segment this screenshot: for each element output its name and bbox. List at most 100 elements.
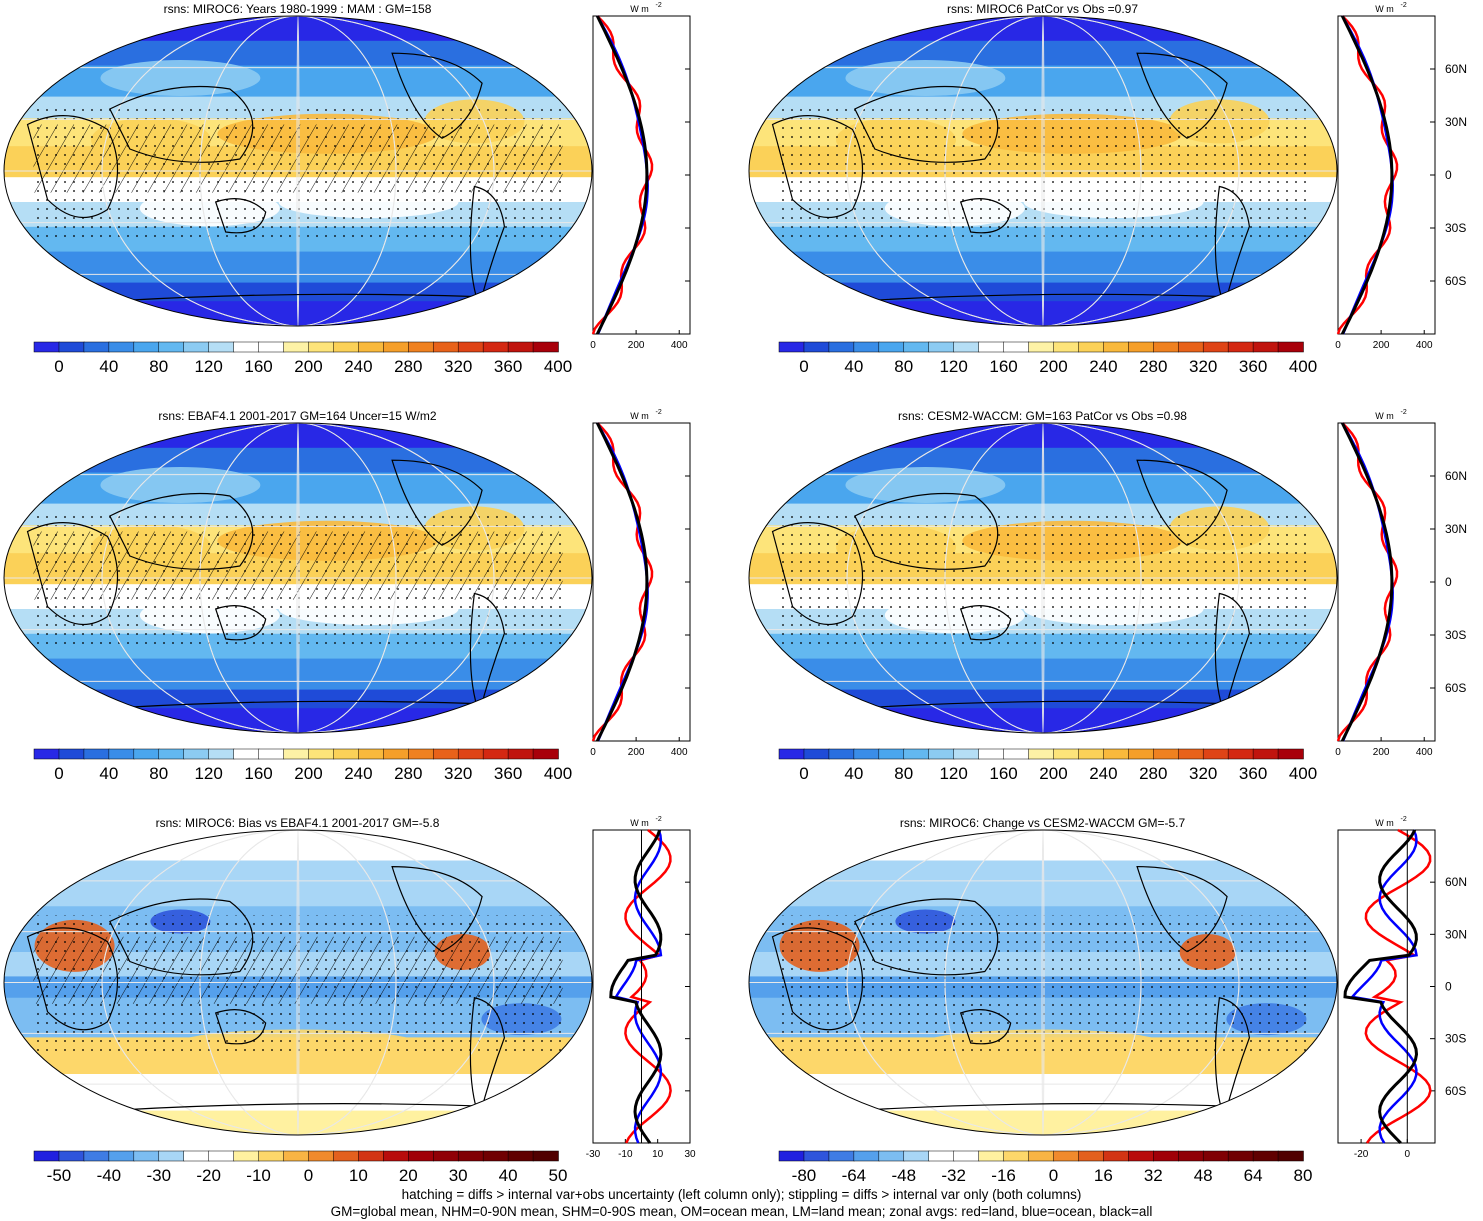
coastlines xyxy=(771,52,1337,309)
colorbar-box xyxy=(1128,748,1155,760)
colorbar-box xyxy=(133,341,160,353)
lat-band xyxy=(4,282,592,303)
coastlines xyxy=(26,52,592,309)
colorbar-box xyxy=(1078,1150,1105,1162)
colorbar-label: 320 xyxy=(444,764,472,783)
lat-label: 0 xyxy=(1445,168,1452,182)
colorbar-label: 320 xyxy=(444,357,472,376)
colorbar-box xyxy=(978,1150,1005,1162)
colorbar-box xyxy=(878,1150,905,1162)
hatching xyxy=(33,936,563,1004)
panel-title: rsns: MIROC6: Change vs CESM2-WACCM GM=-… xyxy=(899,816,1186,830)
colorbar-box xyxy=(233,748,260,760)
colorbar-box xyxy=(457,748,484,760)
colorbar-label: -50 xyxy=(47,1166,72,1184)
colorbar-label: 160 xyxy=(244,764,272,783)
colorbar-box xyxy=(1227,341,1254,353)
x-tick-label: 400 xyxy=(1416,747,1433,758)
coastlines xyxy=(771,459,1337,716)
colorbar-label: 160 xyxy=(244,357,272,376)
panel-6: rsns: MIROC6: Change vs CESM2-WACCM GM=-… xyxy=(745,814,1483,1184)
colorbar-box xyxy=(133,1150,160,1162)
colorbar-box xyxy=(358,1150,385,1162)
colorbar-label: 0 xyxy=(54,764,63,783)
colorbar-box xyxy=(108,341,135,353)
colorbar-box xyxy=(853,1150,880,1162)
colorbar-box xyxy=(1177,341,1204,353)
colorbar-box xyxy=(108,1150,135,1162)
colorbar-label: 240 xyxy=(344,357,372,376)
colorbar-label: 40 xyxy=(844,764,863,783)
map-border xyxy=(3,422,593,734)
lat-band xyxy=(4,1074,592,1112)
colorbar-label: 80 xyxy=(149,357,168,376)
panel-2: rsns: MIROC6 PatCor vs Obs =0.97 0 40 80 12… xyxy=(745,0,1483,385)
colorbar-label: 20 xyxy=(399,1166,418,1184)
colorbar-label: 40 xyxy=(499,1166,518,1184)
colorbar-box xyxy=(1053,748,1080,760)
colorbar-label: 280 xyxy=(1139,764,1167,783)
footer-line-2: GM=global mean, NHM=0-90N mean, SHM=0-90… xyxy=(330,1204,1153,1219)
hatching xyxy=(33,124,563,193)
colorbar-box xyxy=(383,748,410,760)
x-tick-label: 0 xyxy=(1335,747,1341,758)
colorbar-label: 160 xyxy=(989,764,1017,783)
colorbar-label: 80 xyxy=(894,764,913,783)
colorbar-box xyxy=(408,748,434,760)
meridian xyxy=(199,16,397,326)
colorbar-box xyxy=(1003,1150,1030,1162)
colorbar-box xyxy=(432,1150,459,1162)
colorbar-box xyxy=(1202,748,1229,760)
lat-band xyxy=(749,16,1337,42)
colorbar-box xyxy=(358,748,385,760)
colorbar-box xyxy=(1153,748,1179,760)
panel-5-graphics: -50-40-30-20-100102030405060N30N030S60S-… xyxy=(3,816,696,1184)
meridian xyxy=(296,16,300,326)
colorbar-box xyxy=(903,1150,930,1162)
lat-label: 60S xyxy=(1445,1084,1466,1098)
colorbar-box xyxy=(258,341,285,353)
colorbar-box xyxy=(1252,748,1279,760)
coastlines xyxy=(771,865,1337,1120)
colorbar-box xyxy=(878,748,905,760)
panel-4: rsns: CESM2-WACCM: GM=163 PatCor vs Obs … xyxy=(745,407,1483,792)
x-tick-label: 200 xyxy=(1373,340,1390,351)
panel-title: rsns: MIROC6: Bias vs EBAF4.1 2001-2017 … xyxy=(155,816,440,830)
lat-label: 30S xyxy=(1445,221,1466,235)
map-field xyxy=(749,830,1337,1135)
colorbar-box xyxy=(1028,341,1055,353)
colorbar-box xyxy=(208,341,235,353)
colorbar-box xyxy=(1053,341,1080,353)
panel-6-graphics: -80 -64 -48 -32 -16 0 16 32 48 64 80 60N 30N 0 30S 60S -… xyxy=(748,816,1467,1184)
profile-frame xyxy=(1337,422,1436,742)
colorbar-label: 120 xyxy=(194,764,222,783)
colorbar-label: 160 xyxy=(989,357,1017,376)
colorbar-box xyxy=(928,341,955,353)
colorbar-label: 0 xyxy=(54,357,63,376)
hatching xyxy=(33,531,563,600)
colorbar-box xyxy=(457,1150,484,1162)
colorbar-label: 40 xyxy=(99,764,118,783)
lat-band xyxy=(4,301,592,326)
lat-label: 60S xyxy=(1445,274,1466,288)
colorbar-box xyxy=(828,341,855,353)
lat-label: 30S xyxy=(1445,1032,1466,1046)
stippling xyxy=(778,915,1308,1053)
colorbar-label: 400 xyxy=(544,764,572,783)
colorbar-box xyxy=(283,341,310,353)
colorbar-label: -10 xyxy=(246,1166,271,1184)
colorbar-label: 64 xyxy=(1244,1166,1263,1184)
lat-label: 30N xyxy=(1445,115,1467,129)
colorbar-box xyxy=(803,341,830,353)
colorbar-label: 40 xyxy=(844,357,863,376)
colorbar-box xyxy=(1053,1150,1080,1162)
meridian xyxy=(199,830,397,1135)
lat-band xyxy=(4,708,592,733)
colorbar-box xyxy=(1177,1150,1204,1162)
x-tick-label: 0 xyxy=(590,747,596,758)
colorbar-box xyxy=(133,748,160,760)
x-tick-label: 400 xyxy=(671,747,688,758)
colorbar-label: 240 xyxy=(1089,357,1117,376)
panel-title: rsns: MIROC6 PatCor vs Obs =0.97 xyxy=(946,2,1139,16)
colorbar-box xyxy=(878,341,905,353)
